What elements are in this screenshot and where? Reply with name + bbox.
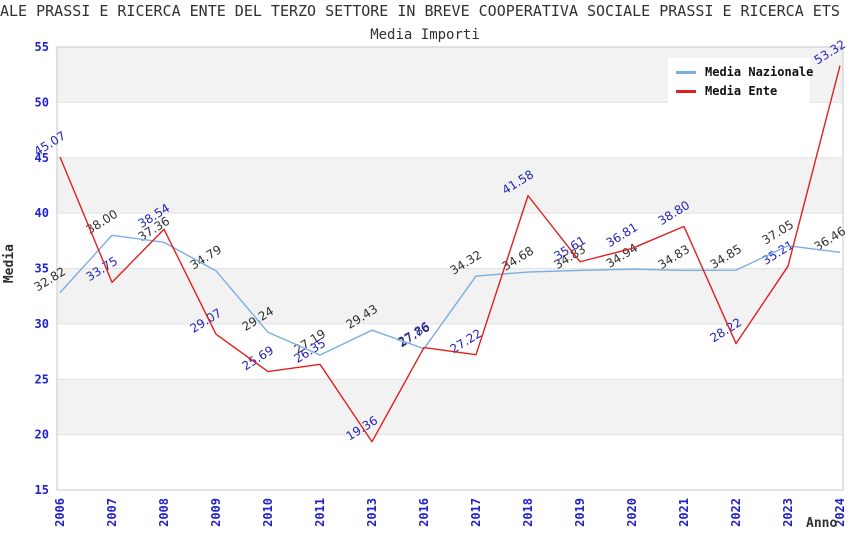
legend-line-sample-nazionale	[676, 70, 696, 74]
svg-text:20: 20	[35, 428, 49, 442]
chart-legend: Media Nazionale Media Ente	[668, 58, 814, 105]
svg-text:2018: 2018	[521, 498, 535, 527]
svg-text:40: 40	[35, 206, 49, 220]
svg-text:2008: 2008	[157, 498, 171, 527]
legend-label: Media Nazionale	[705, 65, 814, 79]
svg-text:2024: 2024	[833, 498, 847, 527]
y-axis-label: Media	[2, 244, 17, 284]
chart-title: ALE PRASSI E RICERCA ENTE DEL TERZO SETT…	[0, 2, 850, 20]
svg-text:25: 25	[35, 372, 49, 386]
svg-text:2006: 2006	[53, 498, 67, 527]
svg-text:30: 30	[35, 317, 49, 331]
svg-text:2017: 2017	[469, 498, 483, 527]
svg-text:2020: 2020	[625, 498, 639, 527]
svg-text:35: 35	[35, 262, 49, 276]
svg-text:2013: 2013	[365, 498, 379, 527]
legend-line-sample-ente	[676, 89, 696, 93]
svg-text:2021: 2021	[677, 498, 691, 527]
svg-text:2007: 2007	[105, 498, 119, 527]
legend-item-media-nazionale: Media Nazionale	[676, 65, 814, 79]
chart-subtitle: Media Importi	[370, 27, 480, 43]
svg-text:2019: 2019	[573, 498, 587, 527]
legend-item-media-ente: Media Ente	[676, 84, 810, 98]
svg-text:2010: 2010	[261, 498, 275, 527]
svg-text:2023: 2023	[781, 498, 795, 527]
svg-text:55: 55	[35, 40, 49, 54]
svg-text:45: 45	[35, 151, 49, 165]
svg-text:15: 15	[35, 483, 49, 497]
svg-text:34.83: 34.83	[656, 242, 693, 272]
svg-text:2009: 2009	[209, 498, 223, 527]
svg-text:34.79: 34.79	[188, 242, 225, 272]
svg-text:45.07: 45.07	[32, 129, 69, 159]
svg-text:2022: 2022	[729, 498, 743, 527]
svg-text:50: 50	[35, 95, 49, 109]
svg-text:34.85: 34.85	[708, 242, 745, 272]
svg-text:25.69: 25.69	[240, 343, 277, 373]
svg-text:2011: 2011	[313, 498, 327, 527]
legend-label: Media Ente	[705, 84, 778, 98]
svg-text:2016: 2016	[417, 498, 431, 527]
x-axis-label: Anno	[806, 516, 838, 531]
